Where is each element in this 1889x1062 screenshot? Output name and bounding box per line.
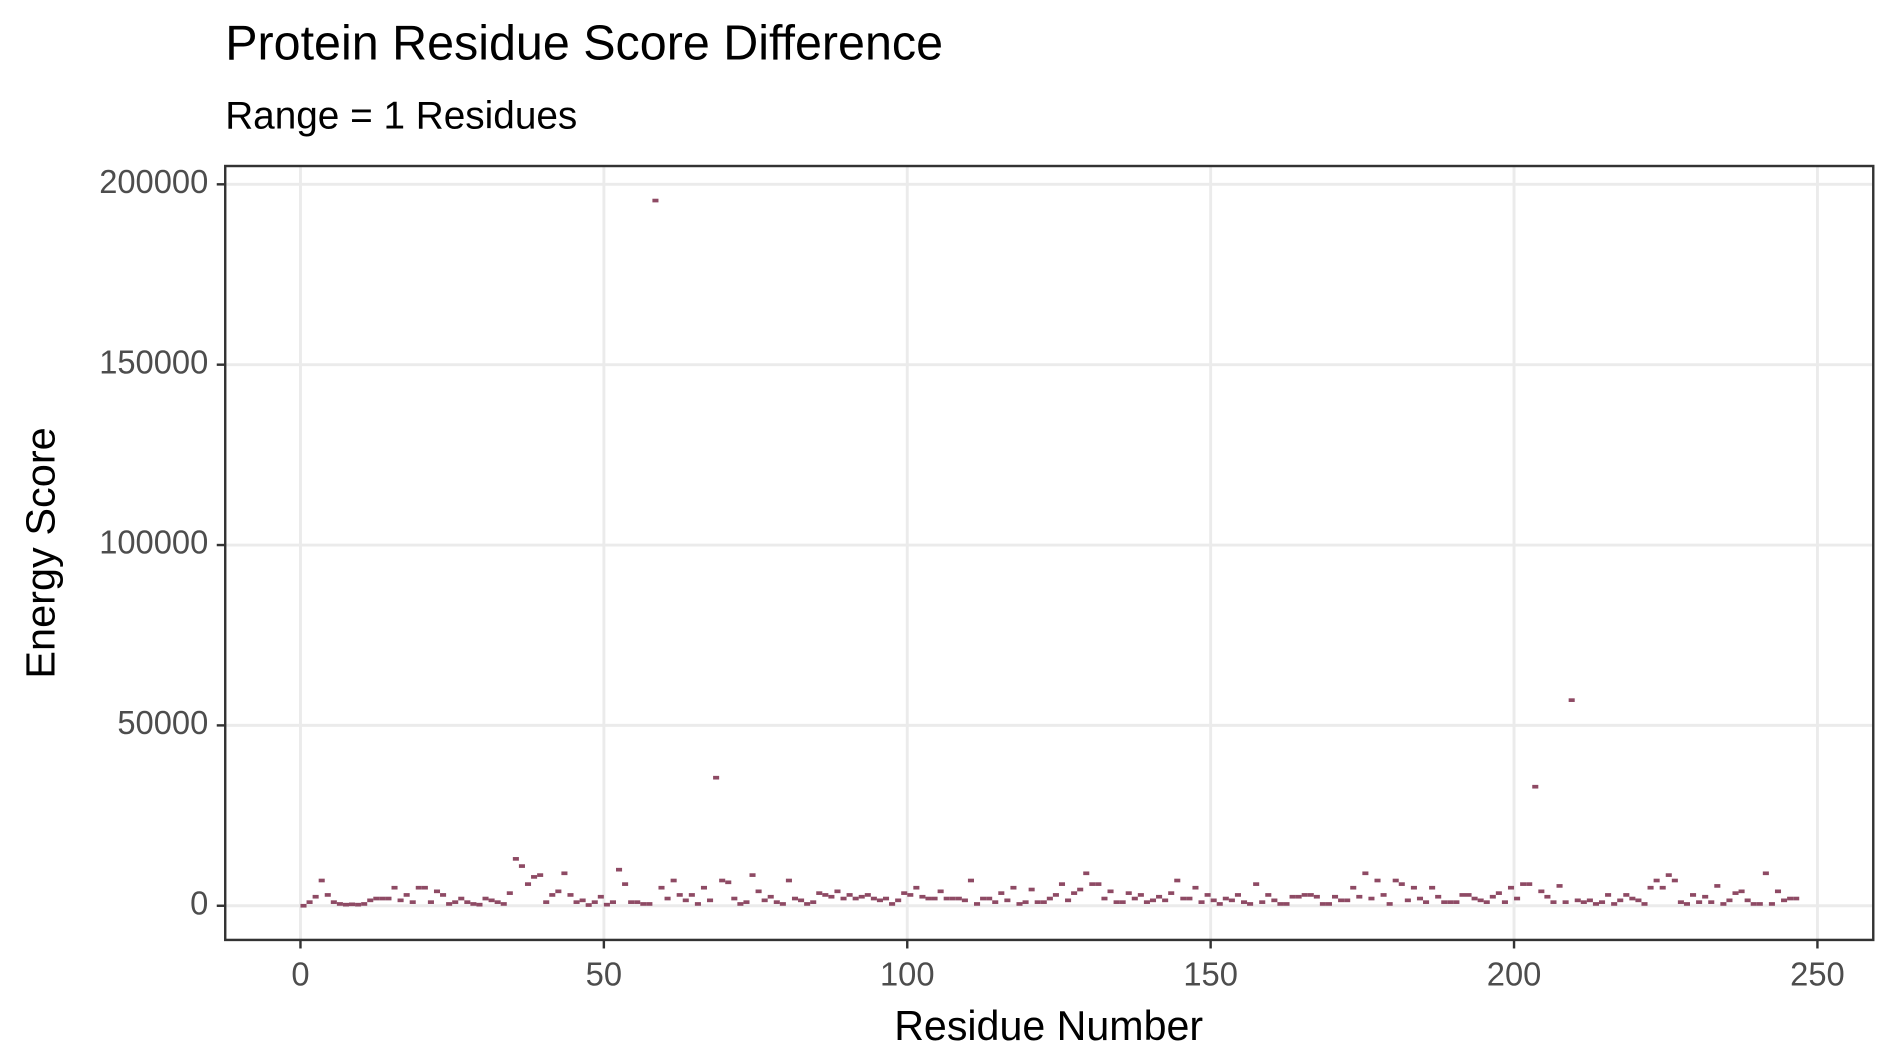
y-tick-label: 50000: [117, 704, 208, 741]
y-tick-label: 200000: [99, 163, 208, 200]
x-tick-label: 0: [291, 955, 309, 992]
x-tick-label: 50: [586, 955, 622, 992]
chart-subtitle: Range = 1 Residues: [225, 95, 577, 138]
x-tick-label: 150: [1183, 955, 1238, 992]
plot-border: [224, 164, 1875, 942]
y-tick-label: 0: [190, 884, 208, 921]
y-axis-label: Energy Score: [18, 427, 64, 678]
x-tick-label: 200: [1487, 955, 1542, 992]
x-axis-label: Residue Number: [894, 1003, 1203, 1049]
x-tick-label: 250: [1790, 955, 1845, 992]
x-tick-label: 100: [880, 955, 935, 992]
y-tick-label: 100000: [99, 524, 208, 561]
y-tick-label: 150000: [99, 343, 208, 380]
chart-title: Protein Residue Score Difference: [225, 16, 943, 70]
